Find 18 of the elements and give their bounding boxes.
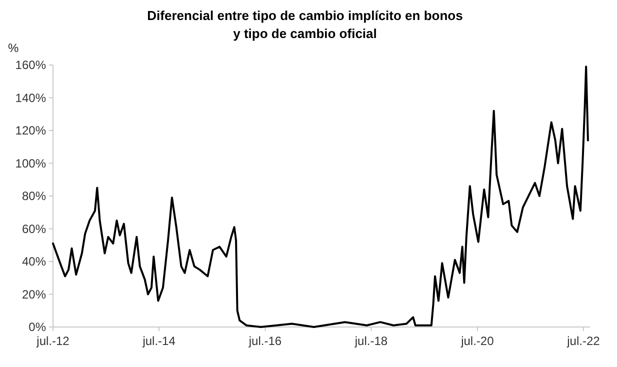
x-tick-label: jul.-18 xyxy=(354,334,388,348)
x-tick-label: jul.-22 xyxy=(566,334,600,348)
line-series xyxy=(52,66,589,328)
x-tick-label: jul.-16 xyxy=(248,334,282,348)
y-tick-label: 140% xyxy=(15,90,46,105)
x-tick-label: jul.-20 xyxy=(460,334,494,348)
y-tick-label: 120% xyxy=(15,124,46,138)
x-tick-label: jul.-14 xyxy=(142,334,176,348)
chart-title: Diferencial entre tipo de cambio implícito en bonos y tipo de cambio oficial xyxy=(147,8,463,41)
x-tick-label: jul.-12 xyxy=(36,334,70,348)
y-tick-label: 80% xyxy=(22,189,46,204)
y-tick-label: 20% xyxy=(22,287,46,302)
y-tick-label: 0% xyxy=(28,320,46,334)
y-tick-label: 40% xyxy=(22,254,46,269)
y-axis-title: % xyxy=(8,41,19,55)
y-tick-label: 160% xyxy=(15,58,46,72)
y-tick-label: 60% xyxy=(22,222,46,236)
y-tick-label: 100% xyxy=(15,156,46,170)
